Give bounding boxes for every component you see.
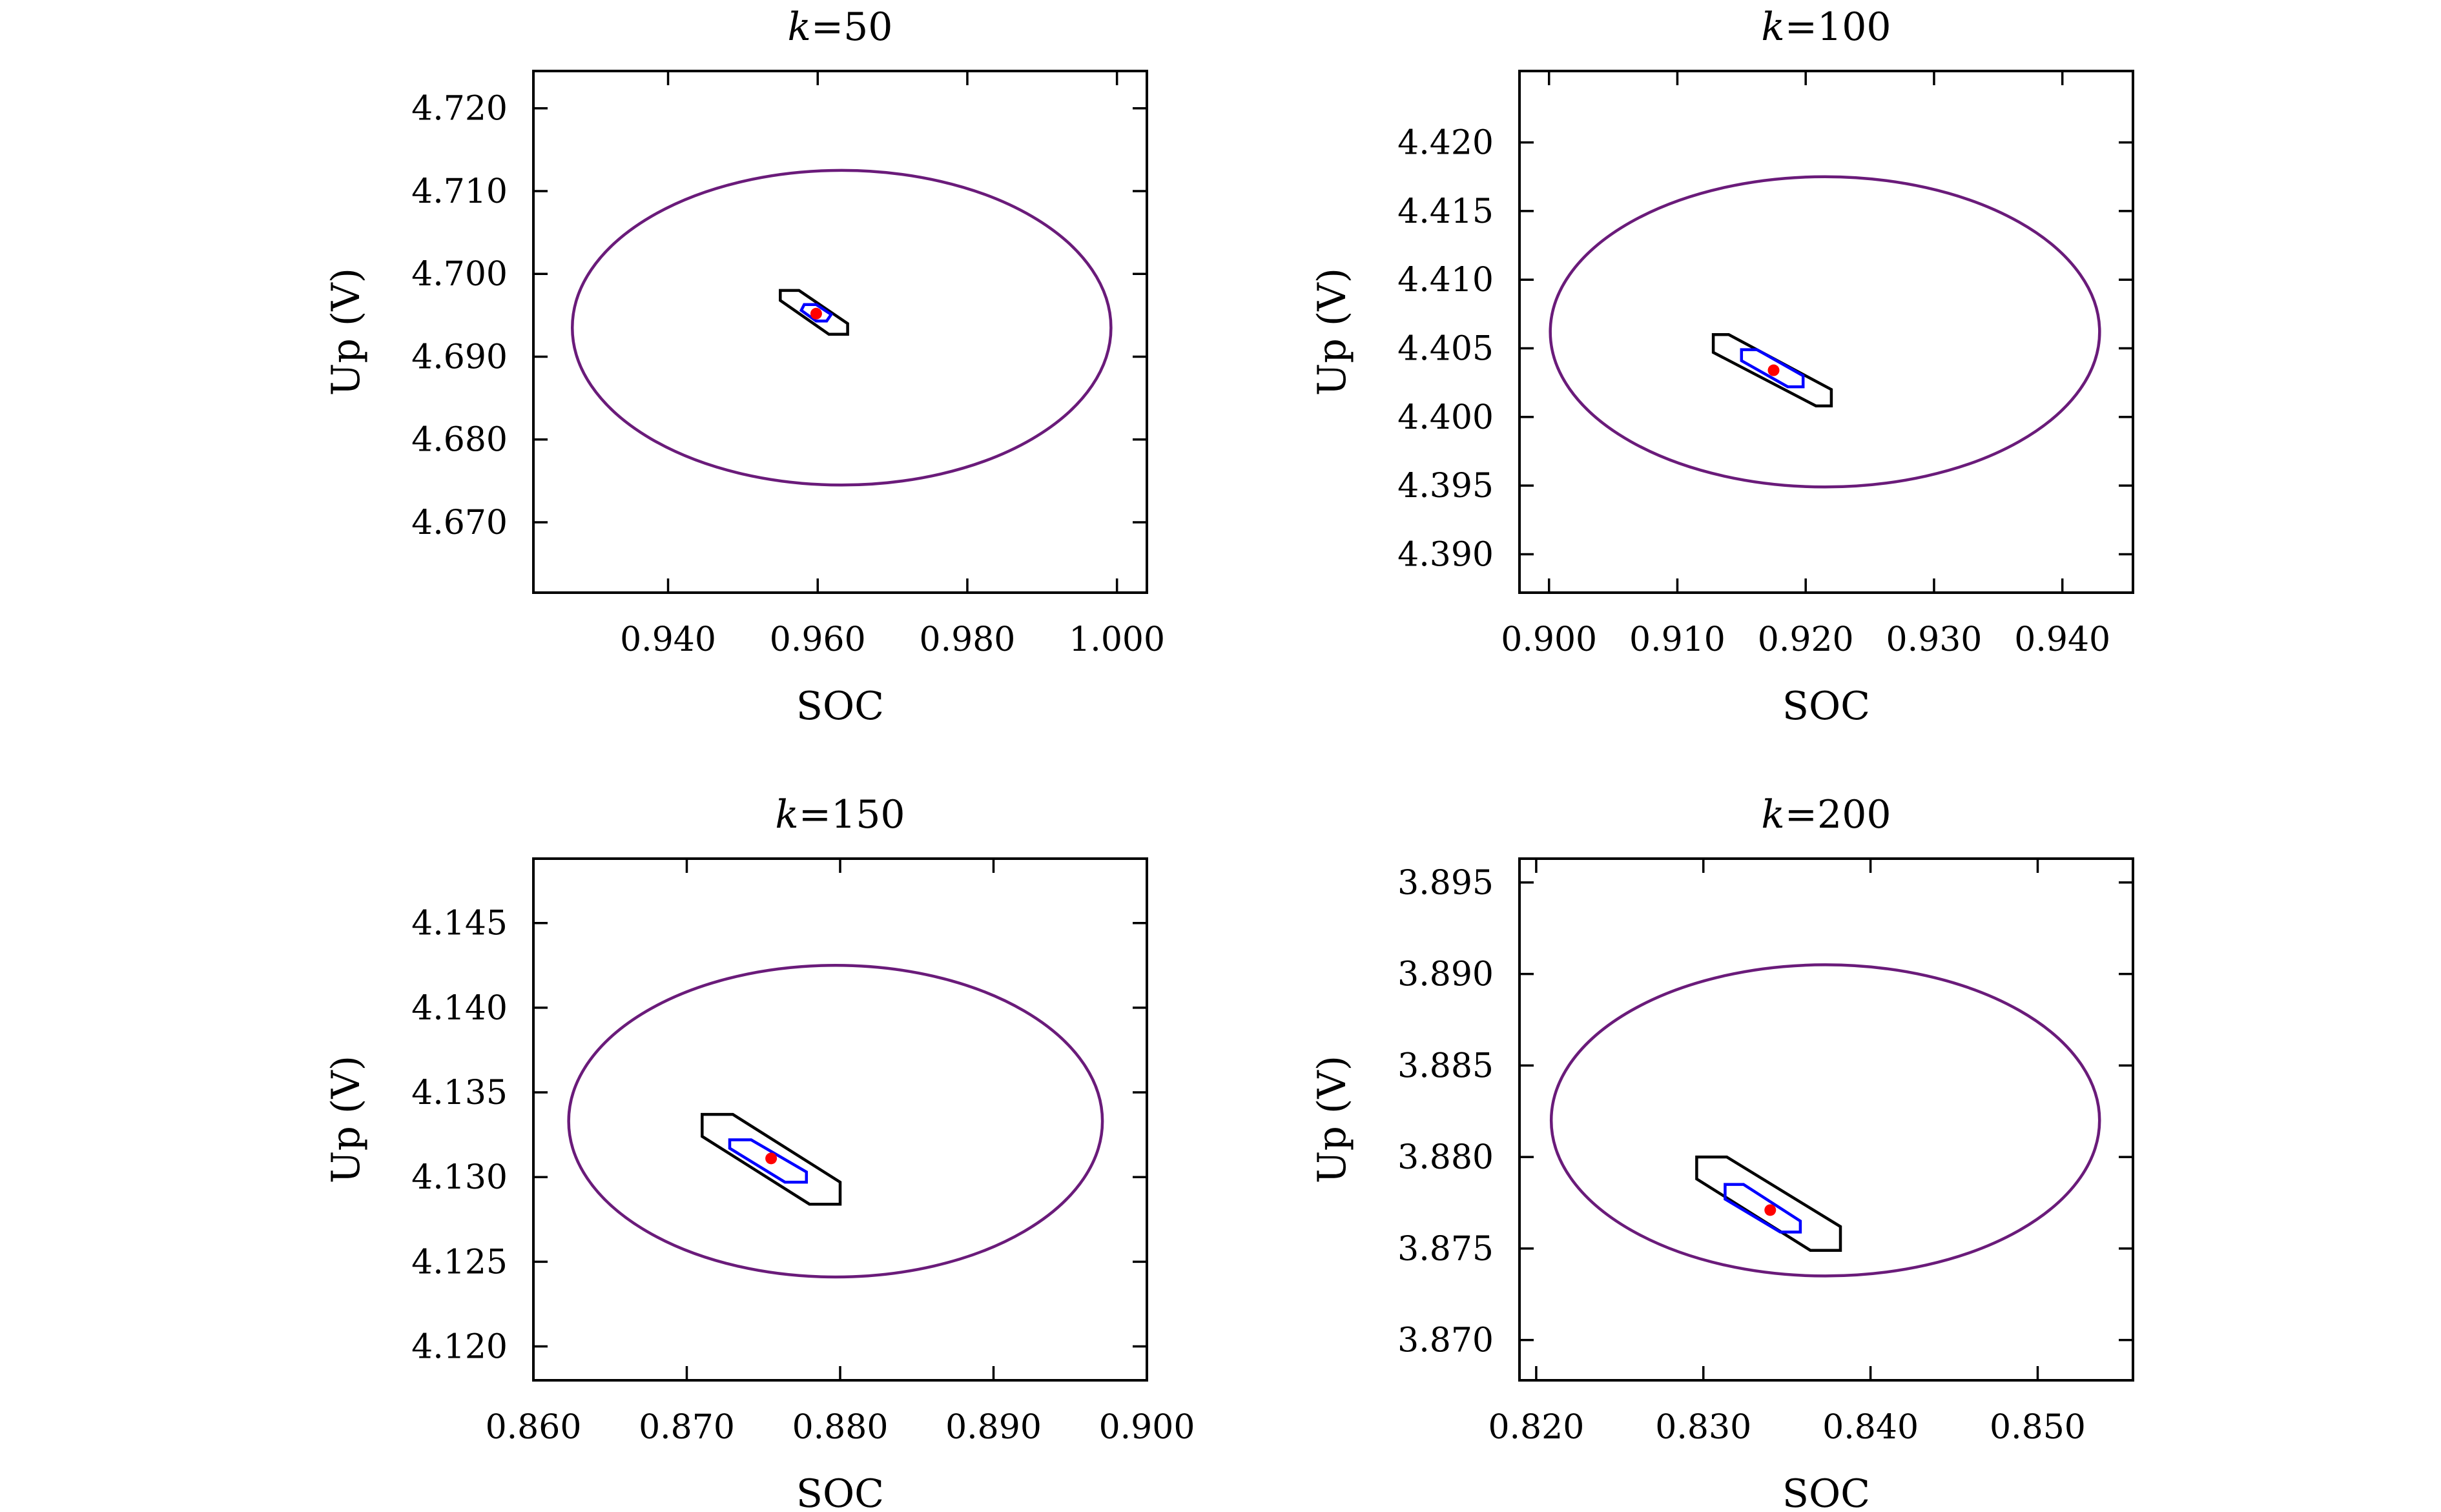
y-tick-label: 4.125 (411, 1243, 508, 1282)
y-tick-label: 3.895 (1397, 864, 1494, 903)
state-point (1767, 364, 1780, 376)
x-tick-label: 0.940 (2014, 620, 2110, 659)
x-tick-label: 0.930 (1886, 620, 1983, 659)
y-tick-label: 4.405 (1397, 330, 1494, 369)
x-tick-label: 0.880 (792, 1408, 889, 1447)
plot-frame (532, 70, 1148, 594)
x-tick-label: 0.960 (770, 620, 866, 659)
panel-title-variable: k (788, 5, 811, 50)
y-axis-label: Up (V) (324, 1056, 369, 1183)
ellipsoid-bound (570, 169, 1113, 487)
x-axis-label: SOC (1782, 684, 1870, 729)
inner-zonotope (1724, 1183, 1802, 1234)
y-axis-label: Up (V) (324, 268, 369, 396)
panel-title: k=50 (788, 5, 893, 50)
y-axis-label: Up (V) (1310, 1056, 1355, 1183)
inner-zonotope (1740, 348, 1805, 389)
panel-title: k=200 (1761, 792, 1891, 837)
y-tick-label: 4.670 (411, 504, 508, 542)
y-tick-label: 4.710 (411, 172, 508, 211)
ellipsoid-bound (1549, 175, 2101, 489)
y-tick-label: 4.415 (1397, 192, 1494, 231)
panel-title-value: =150 (799, 792, 905, 837)
x-tick-label: 0.830 (1655, 1408, 1751, 1447)
x-axis-label: SOC (796, 1471, 884, 1512)
outer-zonotope (779, 289, 849, 336)
y-tick-label: 4.135 (411, 1074, 508, 1112)
y-tick-label: 4.700 (411, 255, 508, 294)
y-tick-label: 3.880 (1397, 1138, 1494, 1177)
x-tick-label: 0.920 (1758, 620, 1854, 659)
y-tick-label: 4.410 (1397, 261, 1494, 300)
x-tick-label: 0.860 (486, 1408, 582, 1447)
y-tick-label: 4.720 (411, 90, 508, 128)
outer-zonotope (1711, 333, 1833, 408)
x-tick-label: 0.890 (945, 1408, 1042, 1447)
y-tick-label: 3.890 (1397, 955, 1494, 994)
y-tick-label: 4.395 (1397, 467, 1494, 506)
plot-frame (532, 857, 1148, 1382)
x-tick-label: 0.910 (1629, 620, 1725, 659)
state-point (765, 1152, 778, 1165)
x-tick-label: 0.820 (1488, 1408, 1584, 1447)
x-tick-label: 0.840 (1822, 1408, 1919, 1447)
panel-title: k=100 (1761, 5, 1891, 50)
panel-title-variable: k (1761, 792, 1784, 837)
ellipsoid-bound (1549, 963, 2101, 1278)
y-tick-label: 4.690 (411, 338, 508, 376)
y-tick-label: 4.390 (1397, 535, 1494, 574)
x-axis-label: SOC (796, 684, 884, 729)
outer-zonotope (701, 1112, 842, 1206)
outer-zonotope (1695, 1155, 1842, 1252)
panel-title-value: =100 (1785, 5, 1891, 50)
panel-3: 0.860 0.870 0.880 0.890 0.900 4.120 4.125 4.130… (324, 792, 1195, 1512)
x-tick-label: 0.980 (920, 620, 1016, 659)
y-tick-label: 4.145 (411, 904, 508, 943)
panel-1: 0.940 0.960 0.980 1.000 4.670 4.680 4.690 4.700… (324, 5, 1165, 729)
plot-frame (1518, 70, 2134, 594)
y-tick-label: 4.680 (411, 421, 508, 460)
panel-title: k=150 (775, 792, 905, 837)
state-point (1764, 1204, 1777, 1216)
state-point (810, 307, 822, 320)
y-tick-label: 4.130 (411, 1158, 508, 1197)
y-tick-label: 4.120 (411, 1328, 508, 1367)
x-tick-label: 0.900 (1501, 620, 1597, 659)
panel-4: 0.820 0.830 0.840 0.850 3.870 3.875 3.880 3.885… (1310, 792, 2134, 1512)
y-tick-label: 4.400 (1397, 398, 1494, 437)
inner-zonotope (799, 303, 834, 323)
y-tick-label: 4.140 (411, 989, 508, 1028)
panel-2: 0.900 0.910 0.920 0.930 0.940 4.390 4.395 4.400… (1310, 5, 2134, 729)
y-tick-label: 3.870 (1397, 1322, 1494, 1360)
x-tick-label: 1.000 (1069, 620, 1165, 659)
inner-zonotope (728, 1138, 809, 1184)
x-tick-label: 0.940 (620, 620, 716, 659)
panel-title-value: =50 (811, 5, 893, 50)
y-tick-label: 3.875 (1397, 1230, 1494, 1269)
y-tick-label: 4.420 (1397, 124, 1494, 163)
plot-frame (1518, 857, 2134, 1382)
panel-title-variable: k (775, 792, 798, 837)
x-tick-label: 0.850 (1990, 1408, 2086, 1447)
x-tick-label: 0.870 (639, 1408, 735, 1447)
y-axis-label: Up (V) (1310, 268, 1355, 396)
ellipsoid-bound (567, 964, 1104, 1279)
panel-title-variable: k (1761, 5, 1784, 50)
y-tick-label: 3.885 (1397, 1047, 1494, 1085)
x-axis-label: SOC (1782, 1471, 1870, 1512)
x-tick-label: 0.900 (1099, 1408, 1195, 1447)
panel-title-value: =200 (1785, 792, 1891, 837)
